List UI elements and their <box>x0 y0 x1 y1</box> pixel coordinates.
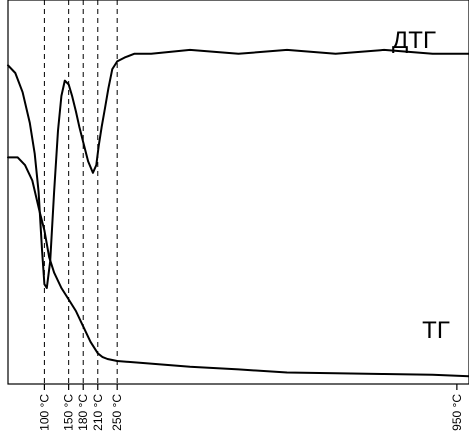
x-tick-label: 150 °C <box>62 394 76 431</box>
x-tick-label: 100 °C <box>37 394 51 431</box>
dtg-curve <box>7 48 469 289</box>
x-tick-label: 180 °C <box>76 394 90 431</box>
temperature-marker-lines <box>43 0 118 384</box>
x-tick-label: 950 °C <box>450 394 464 431</box>
dtg-label: ДТГ <box>392 27 436 54</box>
plot-frame <box>7 0 469 385</box>
x-axis-ticks: 100 °C 150 °C 180 °C 210 °C 250 °C 950 °C <box>37 384 464 431</box>
curves <box>7 48 469 378</box>
tg-curve <box>7 156 469 378</box>
x-tick-label: 210 °C <box>91 394 105 431</box>
x-tick-label: 250 °C <box>110 394 124 431</box>
curve-labels: ДТГ ТГ <box>392 27 450 344</box>
tg-label: ТГ <box>422 317 450 344</box>
